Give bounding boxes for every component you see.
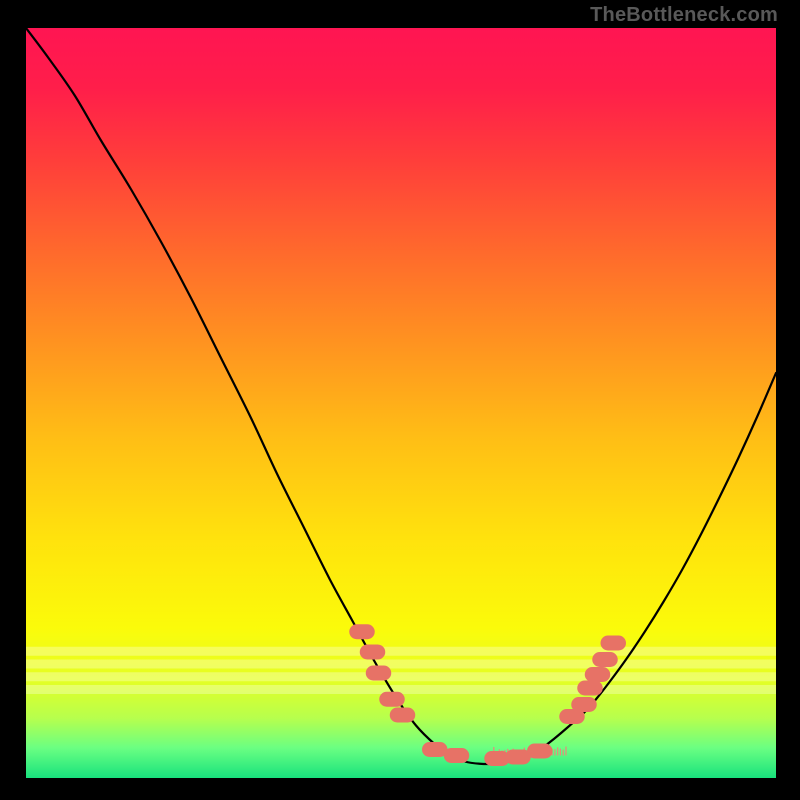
marker-bead [505,750,531,765]
pastel-band [26,685,776,694]
plot-area [26,28,776,778]
watermark-text: TheBottleneck.com [590,4,778,27]
marker-bead [577,681,603,696]
marker-bead [360,645,386,660]
plot-svg [26,28,776,778]
marker-bead [366,666,392,681]
marker-bead [390,708,416,723]
marker-bead [422,742,448,757]
marker-bead [592,652,618,667]
marker-bead [585,667,611,682]
pastel-band [26,660,776,669]
pastel-band [26,672,776,681]
marker-bead [601,636,627,651]
marker-bead [527,744,553,759]
marker-bead [349,624,375,639]
marker-bead [379,692,405,707]
chart-viewport: TheBottleneck.com [0,0,800,800]
pastel-band [26,647,776,656]
marker-bead [444,748,470,763]
marker-bead [571,697,597,712]
